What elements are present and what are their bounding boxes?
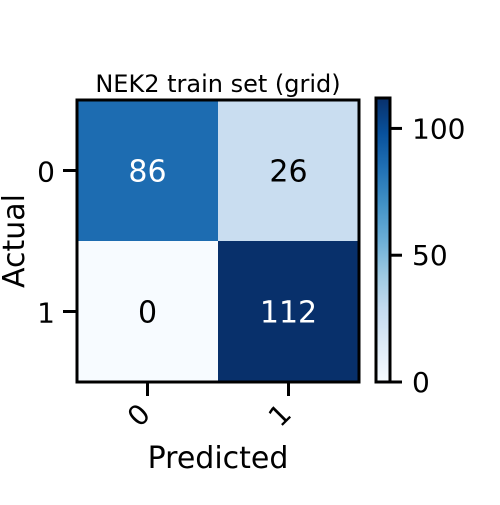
cell-value-0-0: 86 xyxy=(128,155,166,190)
heatmap-cells: 86 26 0 112 xyxy=(77,100,359,382)
x-axis-label: Predicted xyxy=(148,441,289,476)
x-tick-label-0: 0 xyxy=(121,397,157,433)
colorbar-frame xyxy=(374,96,392,384)
cell-value-1-0: 0 xyxy=(138,296,157,331)
colorbar-tick-label-1: 50 xyxy=(412,239,448,272)
heatmap-cell-1-1 xyxy=(218,241,359,382)
y-tick-label-0: 0 xyxy=(37,156,55,189)
colorbar-tick-label-0: 0 xyxy=(412,366,430,399)
chart-title: NEK2 train set (grid) xyxy=(95,70,340,98)
cell-value-1-1: 112 xyxy=(260,296,317,331)
heatmap-cell-0-1 xyxy=(218,100,359,241)
colorbar-gradient xyxy=(376,98,390,382)
colorbar-tick-label-2: 100 xyxy=(412,112,465,145)
x-tick-label-1: 1 xyxy=(262,397,298,433)
plot-frame xyxy=(75,98,361,384)
heatmap-cell-1-0 xyxy=(77,241,218,382)
cell-value-0-1: 26 xyxy=(269,155,307,190)
y-tick-label-1: 1 xyxy=(37,297,55,330)
colorbar: 0 50 100 xyxy=(374,96,465,399)
y-axis-label: Actual xyxy=(0,194,32,288)
heatmap-cell-0-0 xyxy=(77,100,218,241)
